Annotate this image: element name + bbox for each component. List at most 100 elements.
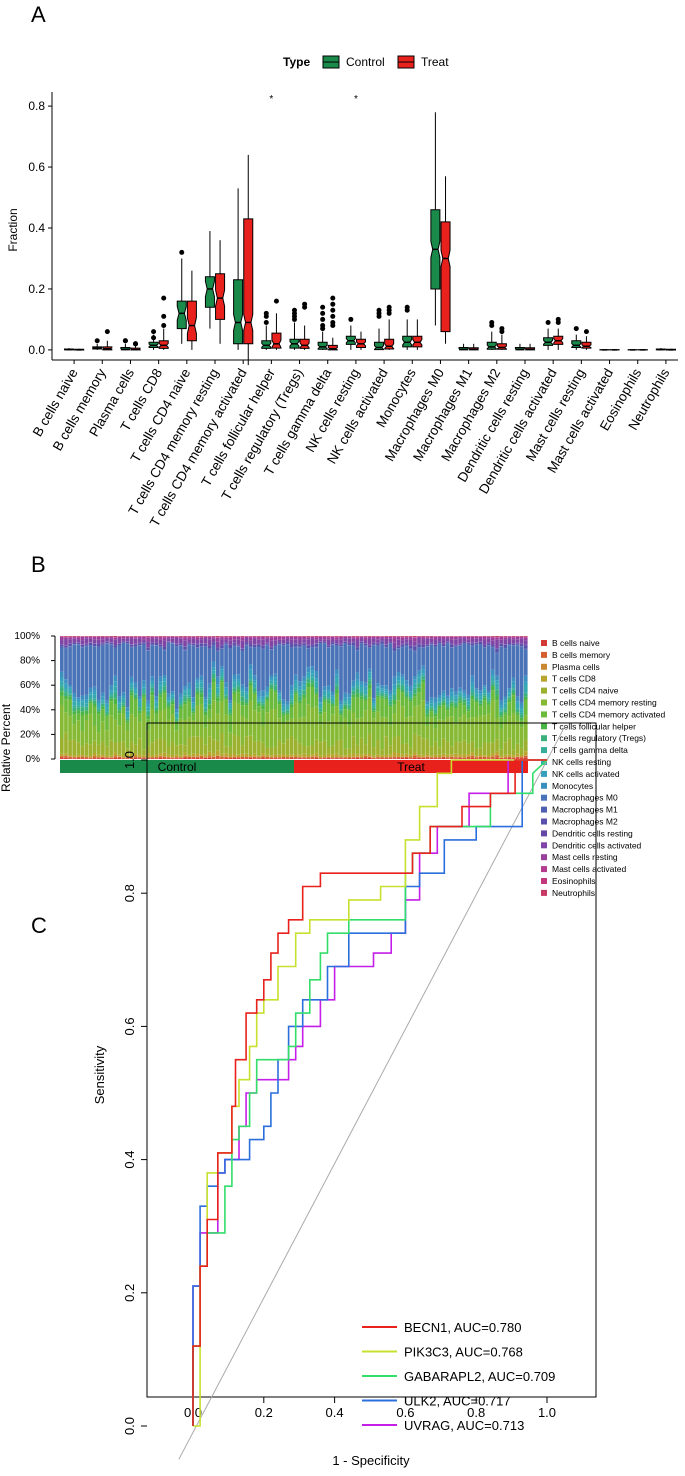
bar-segment: [211, 674, 216, 679]
bar-segment: [499, 646, 503, 701]
bar-segment: [437, 747, 442, 755]
bar-segment: [109, 695, 113, 697]
bar-segment: [142, 643, 146, 645]
bar-segment: [88, 642, 93, 646]
bar-segment: [92, 639, 97, 644]
bar-segment: [146, 641, 150, 648]
bar-segment: [335, 753, 339, 757]
bar-segment: [441, 738, 446, 754]
bar-segment: [466, 718, 471, 744]
bar-segment: [199, 675, 204, 681]
bar-segment: [413, 683, 417, 688]
bar-segment: [388, 638, 393, 642]
bar-segment: [101, 644, 105, 646]
bar-segment: [191, 645, 196, 698]
bar-segment: [376, 683, 380, 687]
bar-segment: [257, 701, 261, 704]
bar-segment: [154, 739, 159, 755]
bar-segment: [441, 753, 446, 757]
outlier-point: [161, 313, 167, 319]
bar-segment: [211, 642, 216, 645]
bar-segment: [466, 642, 471, 644]
bar-segment: [216, 641, 220, 648]
bar-segment: [96, 754, 101, 757]
bar-segment: [474, 697, 479, 698]
legend-label: NK cells activated: [552, 769, 620, 779]
bar-segment: [232, 642, 237, 644]
bar-segment: [450, 636, 454, 640]
bar-segment: [133, 753, 138, 757]
bar-segment: [244, 705, 249, 719]
bar-segment: [105, 711, 109, 713]
bar-segment: [133, 717, 138, 745]
bar-segment: [466, 709, 471, 712]
bar-segment: [437, 705, 442, 708]
bar-segment: [351, 758, 356, 759]
bar-segment: [339, 758, 343, 759]
bar-segment: [450, 688, 454, 693]
bar-segment: [462, 698, 467, 700]
bar-segment: [454, 691, 458, 696]
bar-segment: [335, 683, 339, 686]
bar-segment: [298, 757, 302, 759]
bar-segment: [335, 756, 339, 758]
bar-segment: [491, 674, 495, 678]
bar-segment: [154, 758, 159, 759]
bar-segment: [228, 648, 233, 701]
group-bar-control: [60, 760, 294, 773]
bar-segment: [183, 697, 187, 702]
bar-segment: [187, 697, 191, 700]
box-control: [204, 276, 215, 308]
bar-segment: [474, 642, 479, 645]
bar-segment: [511, 713, 516, 750]
bar-segment: [138, 638, 142, 643]
bar-segment: [322, 740, 327, 755]
bar-segment: [76, 754, 81, 757]
bar-segment: [363, 636, 368, 637]
bar-segment: [232, 674, 237, 680]
bar-segment: [187, 754, 191, 757]
bar-segment: [203, 699, 208, 704]
bar-segment: [289, 704, 294, 708]
bar-segment: [174, 756, 179, 758]
bar-segment: [322, 712, 327, 741]
bar-segment: [441, 690, 446, 694]
bar-segment: [355, 756, 360, 758]
bar-segment: [417, 636, 421, 639]
bar-segment: [450, 700, 454, 702]
bar-segment: [441, 758, 446, 759]
bar-segment: [248, 669, 253, 675]
bar-segment: [101, 645, 105, 693]
bar-segment: [306, 679, 311, 683]
bar-segment: [281, 713, 286, 716]
bar-segment: [384, 644, 389, 647]
bar-segment: [380, 694, 384, 697]
bar-segment: [470, 642, 475, 644]
bar-segment: [92, 740, 97, 754]
bar-segment: [244, 758, 249, 759]
y-tick-label: 100%: [14, 631, 40, 642]
bar-segment: [187, 717, 191, 738]
bar-segment: [224, 682, 228, 688]
bar-segment: [64, 690, 68, 693]
bar-segment: [244, 644, 249, 646]
bar-segment: [191, 638, 196, 644]
bar-segment: [88, 714, 93, 745]
bar-segment: [425, 637, 430, 639]
bar-segment: [228, 715, 233, 733]
bar-segment: [125, 638, 130, 642]
bar-segment: [133, 643, 138, 645]
bar-segment: [84, 755, 89, 757]
bar-segment: [203, 646, 208, 697]
bar-segment: [392, 651, 397, 677]
bar-segment: [347, 748, 352, 755]
bar-segment: [318, 757, 323, 759]
bar-segment: [392, 751, 397, 757]
bar-segment: [310, 673, 315, 678]
bar-segment: [347, 636, 352, 639]
bar-segment: [339, 646, 343, 701]
bar-segment: [252, 644, 257, 645]
bar-segment: [507, 693, 512, 697]
bar-segment: [150, 742, 155, 756]
bar-segment: [450, 692, 454, 697]
